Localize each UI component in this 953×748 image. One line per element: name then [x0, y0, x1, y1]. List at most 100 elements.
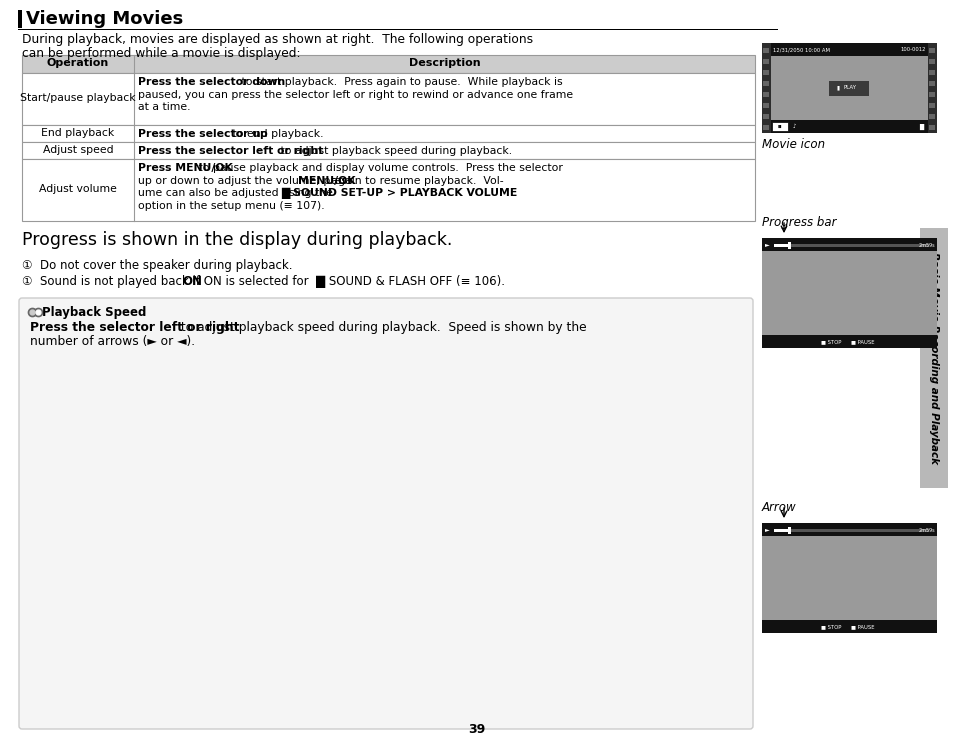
Bar [22, 159, 754, 221]
Text: Progress is shown in the display during playback.: Progress is shown in the display during … [22, 231, 452, 249]
Text: ume can also be adjusted using the: ume can also be adjusted using the [138, 188, 336, 198]
Text: End playback: End playback [41, 127, 114, 138]
Text: During playback, movies are displayed as shown at right.  The following operatio: During playback, movies are displayed as… [22, 33, 533, 46]
Bar [762, 103, 769, 108]
Text: ■ PAUSE: ■ PAUSE [851, 339, 874, 344]
Bar [928, 70, 935, 75]
Bar [770, 56, 927, 120]
Text: ①  Sound is not played back if ON is selected for  █ SOUND & FLASH OFF (≡ 106).: ① Sound is not played back if ON is sele… [22, 275, 504, 288]
Text: to end playback.: to end playback. [229, 129, 323, 139]
Bar [928, 48, 935, 53]
Bar [788, 242, 791, 249]
Bar [18, 10, 22, 28]
Text: ►: ► [764, 527, 769, 532]
Text: ON: ON [182, 275, 202, 288]
Bar [22, 125, 754, 142]
Text: to adjust playback speed during playback.  Speed is shown by the: to adjust playback speed during playback… [177, 321, 586, 334]
Bar [770, 43, 927, 56]
Text: ■ STOP: ■ STOP [821, 624, 841, 629]
Text: option in the setup menu (≡ 107).: option in the setup menu (≡ 107). [138, 200, 324, 210]
Bar [928, 114, 935, 119]
Text: Press the selector down: Press the selector down [138, 77, 285, 87]
Bar [761, 523, 936, 633]
Bar [762, 81, 769, 86]
Text: PLAY: PLAY [843, 85, 856, 90]
Bar [762, 125, 769, 130]
Bar [773, 244, 928, 247]
Bar [762, 70, 769, 75]
Text: can be performed while a movie is displayed:: can be performed while a movie is displa… [22, 47, 300, 60]
Text: ♪: ♪ [792, 124, 796, 129]
Bar [761, 43, 770, 133]
Bar [761, 536, 936, 620]
Text: Press the selector up: Press the selector up [138, 129, 268, 139]
Bar [22, 73, 754, 125]
Bar [919, 228, 947, 488]
Text: Press the selector left or right: Press the selector left or right [30, 321, 239, 334]
Text: Description: Description [408, 58, 479, 68]
Bar [761, 620, 936, 633]
Bar [788, 527, 791, 534]
FancyBboxPatch shape [19, 298, 752, 729]
Bar [762, 48, 769, 53]
Text: ▮: ▮ [836, 85, 840, 90]
Text: to adjust playback speed during playback.: to adjust playback speed during playback… [277, 146, 512, 156]
Bar [770, 120, 927, 133]
Text: Progress bar: Progress bar [761, 216, 836, 229]
Text: Press the selector left or right: Press the selector left or right [138, 146, 323, 156]
Bar [761, 238, 936, 251]
Text: number of arrows (► or ◄).: number of arrows (► or ◄). [30, 335, 195, 348]
Text: 2m59s: 2m59s [918, 242, 934, 248]
Bar [771, 122, 787, 131]
Text: Movie icon: Movie icon [761, 138, 824, 151]
Bar [762, 114, 769, 119]
Text: ►: ► [764, 242, 769, 247]
Text: ■ PAUSE: ■ PAUSE [851, 624, 874, 629]
Bar [22, 142, 754, 159]
Text: up or down to adjust the volume; press: up or down to adjust the volume; press [138, 176, 355, 186]
Text: 100-0012: 100-0012 [900, 47, 925, 52]
Bar [773, 529, 928, 532]
Bar [761, 251, 936, 335]
Bar [22, 55, 754, 73]
Text: ■ STOP: ■ STOP [821, 339, 841, 344]
Text: Start/pause playback: Start/pause playback [20, 93, 135, 103]
Bar [762, 59, 769, 64]
Text: ▮: ▮ [772, 123, 776, 129]
Text: Adjust speed: Adjust speed [43, 144, 113, 155]
Text: Arrow: Arrow [761, 501, 796, 514]
Bar [762, 92, 769, 97]
Bar [761, 43, 936, 133]
Bar [928, 92, 935, 97]
Bar [828, 81, 868, 96]
Bar [927, 43, 936, 133]
Bar [928, 125, 935, 130]
Text: ①  Do not cover the speaker during playback.: ① Do not cover the speaker during playba… [22, 259, 293, 272]
Text: to start playback.  Press again to pause.  While playback is: to start playback. Press again to pause.… [238, 77, 562, 87]
Text: to pause playback and display volume controls.  Press the selector: to pause playback and display volume con… [194, 163, 562, 173]
Text: Press MENU/OK: Press MENU/OK [138, 163, 233, 173]
Text: Playback Speed: Playback Speed [42, 306, 146, 319]
Bar [761, 335, 936, 348]
Text: █ SOUND SET-UP > PLAYBACK VOLUME: █ SOUND SET-UP > PLAYBACK VOLUME [281, 188, 517, 199]
Bar [928, 59, 935, 64]
Text: Operation: Operation [47, 58, 109, 68]
Text: again to resume playback.  Vol-: again to resume playback. Vol- [328, 176, 503, 186]
Bar [928, 103, 935, 108]
Bar [761, 238, 936, 348]
Text: paused, you can press the selector left or right to rewind or advance one frame: paused, you can press the selector left … [138, 90, 573, 99]
Bar [773, 529, 789, 532]
Text: Viewing Movies: Viewing Movies [26, 10, 183, 28]
Bar [18, 28, 778, 30]
Bar [928, 81, 935, 86]
Text: MENU/OK: MENU/OK [297, 176, 355, 186]
Text: Basic Movie Recording and Playback: Basic Movie Recording and Playback [928, 252, 938, 464]
Text: Adjust volume: Adjust volume [39, 184, 117, 194]
Bar [773, 244, 789, 247]
Text: █: █ [918, 123, 923, 129]
Text: at a time.: at a time. [138, 102, 191, 112]
Bar [761, 523, 936, 536]
Text: ▮▮: ▮▮ [777, 124, 781, 129]
Text: 2m59s: 2m59s [918, 527, 934, 533]
Text: 39: 39 [468, 723, 485, 736]
